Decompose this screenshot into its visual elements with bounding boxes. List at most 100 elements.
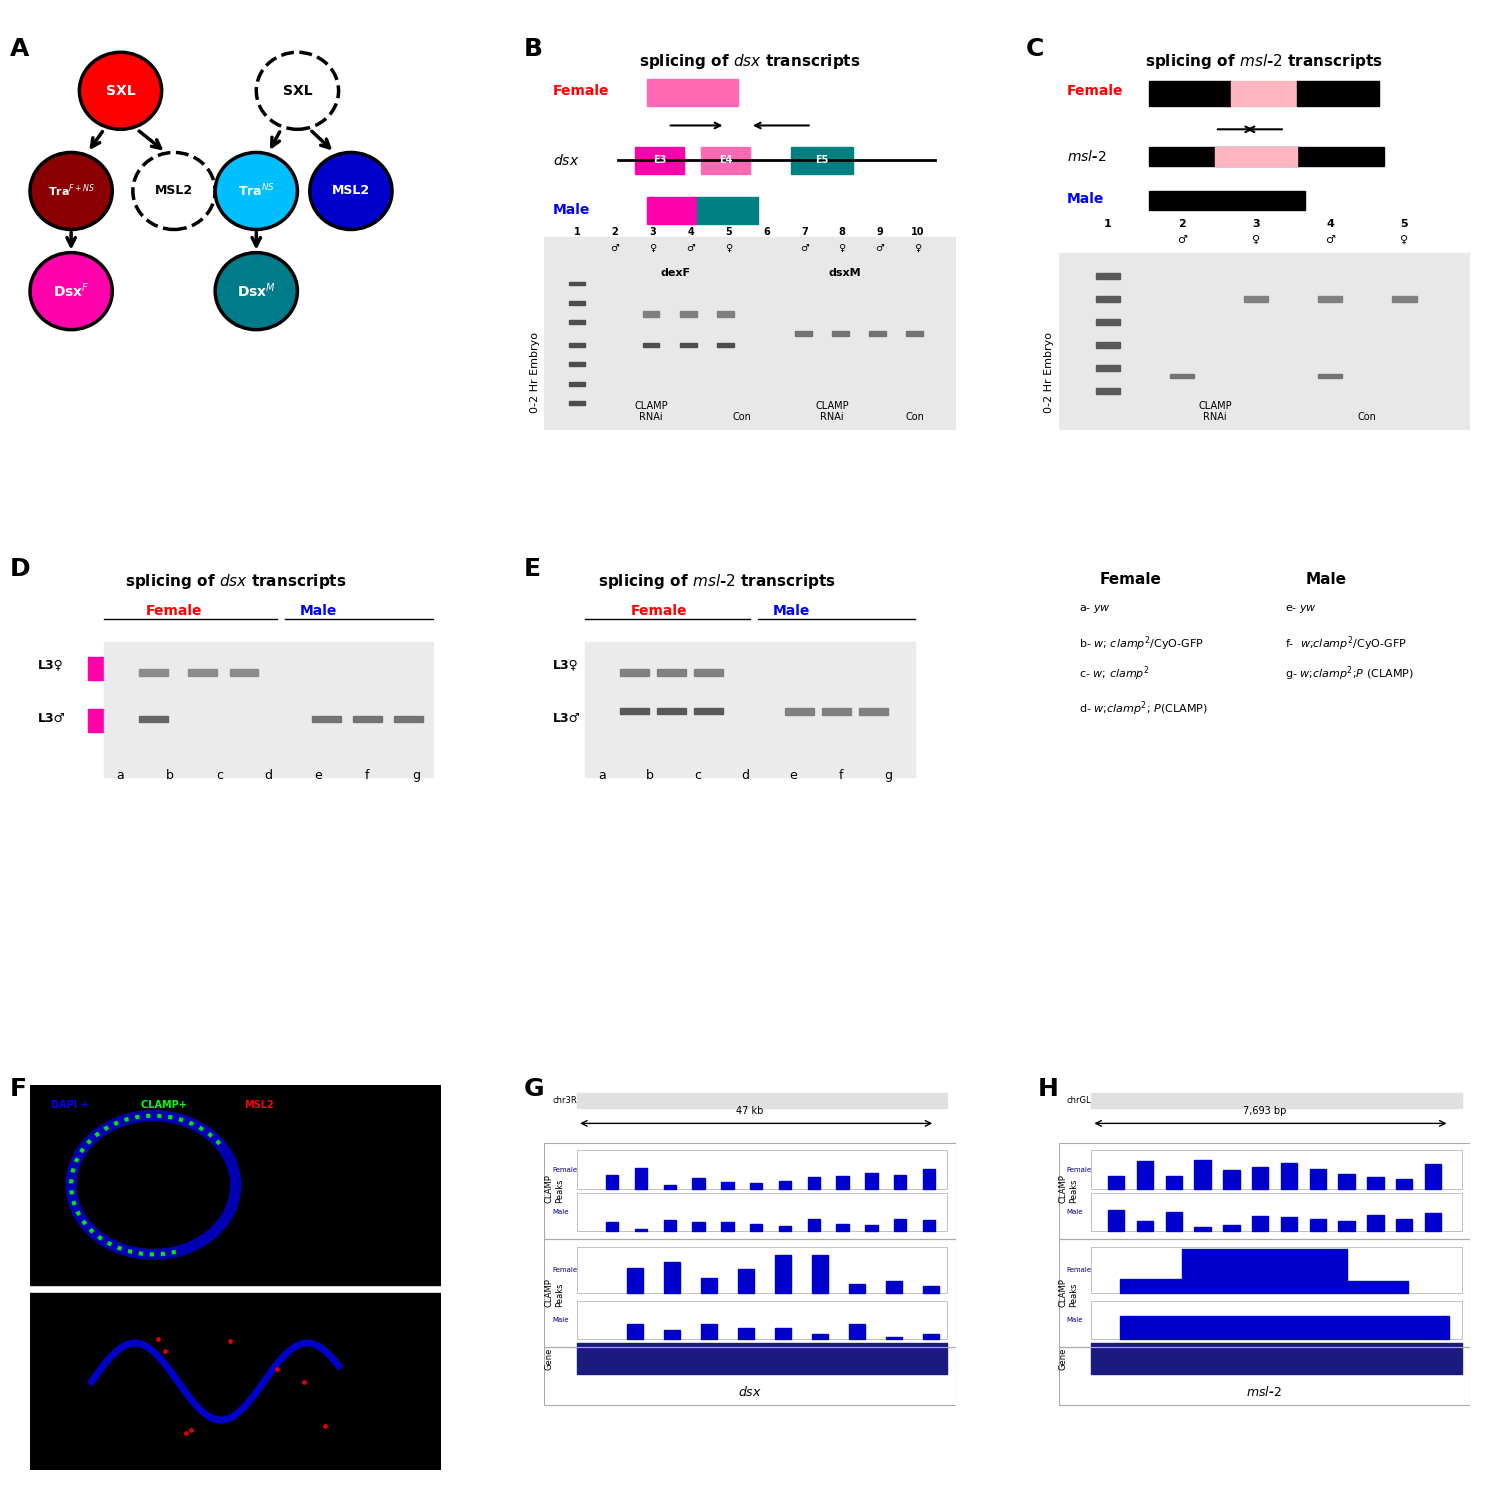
Bar xyxy=(1281,1163,1298,1189)
Text: ♂: ♂ xyxy=(687,242,694,252)
Text: f: f xyxy=(839,769,843,783)
Text: a- $yw$: a- $yw$ xyxy=(1078,603,1112,615)
Text: E4: E4 xyxy=(718,154,732,165)
Bar xyxy=(894,1175,906,1189)
Text: D: D xyxy=(9,557,30,581)
Bar xyxy=(750,1224,762,1231)
Bar xyxy=(778,1181,790,1189)
Bar xyxy=(1310,1169,1326,1189)
Text: 2: 2 xyxy=(1178,220,1186,230)
Text: L3♂: L3♂ xyxy=(38,713,66,725)
Bar xyxy=(822,708,850,714)
Text: Female: Female xyxy=(1100,572,1161,588)
Bar xyxy=(1366,1215,1383,1231)
Text: 0-2 Hr Embryo: 0-2 Hr Embryo xyxy=(1044,331,1054,413)
Text: Dsx$^M$: Dsx$^M$ xyxy=(237,282,276,300)
Bar xyxy=(722,1182,734,1189)
Text: 0-2 Hr Embryo: 0-2 Hr Embryo xyxy=(530,331,540,413)
Text: 10: 10 xyxy=(910,227,924,238)
Bar xyxy=(112,658,136,680)
Text: ♀: ♀ xyxy=(1252,235,1260,245)
Bar xyxy=(790,147,853,174)
Text: e: e xyxy=(314,769,322,783)
Text: $msl$-$2$: $msl$-$2$ xyxy=(1246,1386,1282,1399)
Bar xyxy=(394,716,423,722)
Text: ♂: ♂ xyxy=(610,242,620,252)
Bar xyxy=(140,716,168,722)
Text: $msl$-$2$: $msl$-$2$ xyxy=(1066,148,1107,163)
Bar xyxy=(738,1270,754,1293)
Text: splicing of $dsx$ transcripts: splicing of $dsx$ transcripts xyxy=(124,572,346,591)
Text: 3: 3 xyxy=(650,227,657,238)
Bar xyxy=(1095,296,1120,301)
Text: 1: 1 xyxy=(574,227,580,238)
Bar xyxy=(30,1086,441,1285)
Text: 4: 4 xyxy=(1326,220,1334,230)
Bar xyxy=(1318,374,1342,379)
Bar xyxy=(1095,389,1120,394)
Circle shape xyxy=(80,52,162,129)
Text: 8: 8 xyxy=(839,227,846,238)
Bar xyxy=(606,1222,618,1231)
Text: Gene: Gene xyxy=(1059,1347,1068,1369)
Bar xyxy=(1244,296,1269,301)
Bar xyxy=(774,1255,790,1293)
Bar xyxy=(1059,1347,1470,1405)
Text: ♂: ♂ xyxy=(876,242,885,252)
Bar xyxy=(1095,273,1120,279)
Text: E3: E3 xyxy=(652,154,666,165)
Bar xyxy=(1137,1161,1154,1189)
Bar xyxy=(680,312,696,318)
Circle shape xyxy=(134,153,214,230)
Text: MSL2: MSL2 xyxy=(332,184,370,198)
Bar xyxy=(922,1221,934,1231)
Bar xyxy=(1092,1301,1462,1339)
Text: c: c xyxy=(694,769,700,783)
Bar xyxy=(722,1222,734,1231)
Text: splicing of $msl$-$2$ transcripts: splicing of $msl$-$2$ transcripts xyxy=(598,572,836,591)
Bar xyxy=(657,670,686,676)
Bar xyxy=(1092,1093,1462,1108)
Text: Male: Male xyxy=(552,1209,568,1215)
Bar xyxy=(1425,1164,1442,1189)
Bar xyxy=(578,1192,948,1231)
Text: Dsx$^F$: Dsx$^F$ xyxy=(53,282,90,300)
Bar xyxy=(693,1178,705,1189)
Bar xyxy=(717,312,734,318)
Text: C: C xyxy=(1026,37,1044,61)
Bar xyxy=(849,1325,865,1339)
Text: CLAMP
RNAi: CLAMP RNAi xyxy=(1198,401,1231,422)
Text: dexF: dexF xyxy=(662,267,692,278)
Bar xyxy=(1166,1176,1182,1189)
Circle shape xyxy=(214,252,297,330)
Bar xyxy=(922,1286,939,1293)
Bar xyxy=(568,382,585,386)
Text: Tra$^{F+NS}$: Tra$^{F+NS}$ xyxy=(48,183,94,199)
Bar xyxy=(578,1342,948,1374)
Bar xyxy=(807,1178,820,1189)
Bar xyxy=(646,79,738,107)
Bar xyxy=(568,401,585,405)
Text: A: A xyxy=(9,37,28,61)
Text: $dsx$: $dsx$ xyxy=(738,1386,762,1399)
Bar xyxy=(644,659,672,680)
Bar xyxy=(578,1247,948,1293)
Bar xyxy=(621,708,650,714)
Circle shape xyxy=(30,153,112,230)
Text: E: E xyxy=(524,557,540,581)
Bar xyxy=(700,1277,717,1293)
Bar xyxy=(663,1262,680,1293)
Text: g: g xyxy=(413,769,420,783)
Bar xyxy=(778,1225,790,1231)
Bar xyxy=(1108,1210,1125,1231)
Text: CLAMP
RNAi: CLAMP RNAi xyxy=(634,401,668,422)
Text: Female: Female xyxy=(552,1167,578,1173)
Bar xyxy=(680,343,696,347)
Bar xyxy=(544,1142,956,1238)
Text: Male: Male xyxy=(552,203,590,217)
Text: ♀: ♀ xyxy=(915,242,921,252)
Text: b: b xyxy=(645,769,654,783)
Text: Male: Male xyxy=(300,604,336,618)
Text: CLAMP
Peaks: CLAMP Peaks xyxy=(1059,1175,1078,1203)
Bar xyxy=(663,1331,680,1339)
